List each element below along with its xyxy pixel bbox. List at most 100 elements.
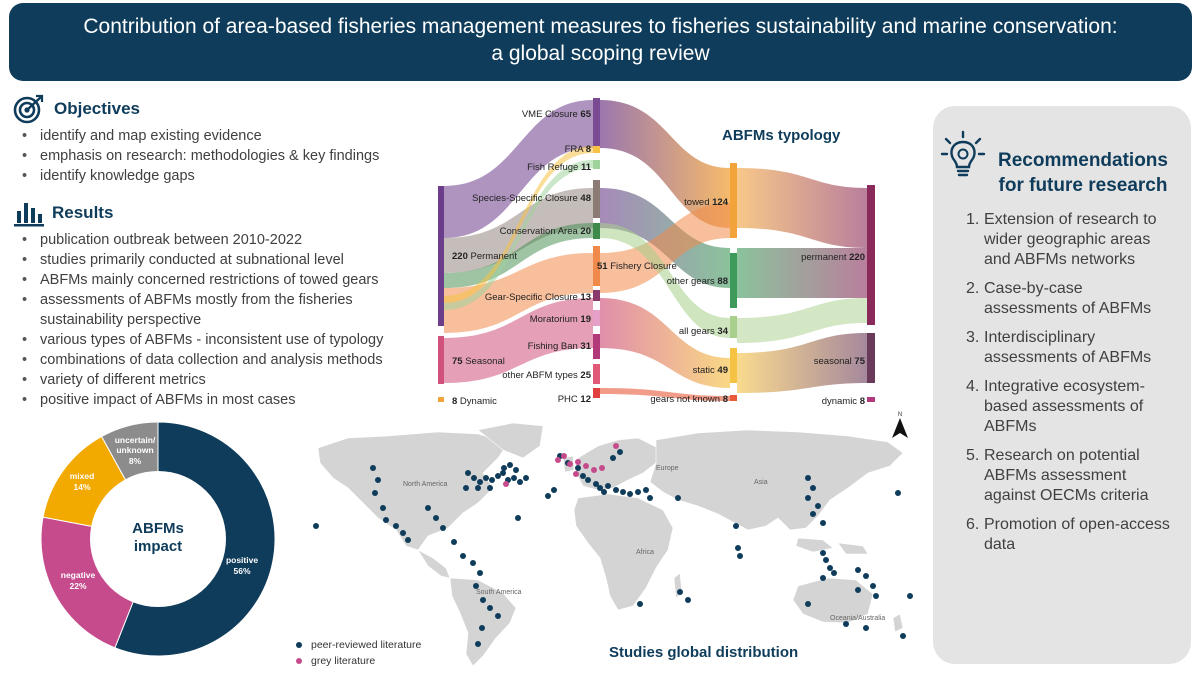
map-legend: peer-reviewed literature grey literature xyxy=(296,637,421,669)
sankey-node-permanent: 220 Permanent xyxy=(452,251,517,262)
lightbulb-icon xyxy=(940,130,986,177)
recommendation-item: 6. Promotion of open-access data xyxy=(966,516,1170,553)
study-point-peer-reviewed xyxy=(495,473,501,479)
region-label-europe: Europe xyxy=(656,465,679,472)
study-point-peer-reviewed xyxy=(805,475,811,481)
study-point-peer-reviewed xyxy=(900,633,906,639)
study-point-peer-reviewed xyxy=(480,597,486,603)
typology-sankey: 220 Permanent 75 Seasonal 8 Dynamic VME … xyxy=(438,98,875,407)
sankey-node-moratorium: Moratorium 19 xyxy=(530,314,591,325)
study-point-peer-reviewed xyxy=(475,641,481,647)
sankey-node-seasonal-right: seasonal 75 xyxy=(814,356,866,367)
study-point-peer-reviewed xyxy=(470,560,476,566)
study-point-peer-reviewed xyxy=(545,493,551,499)
donut-label-unknown: unknown xyxy=(116,445,153,455)
study-point-peer-reviewed xyxy=(675,495,681,501)
study-point-peer-reviewed xyxy=(895,490,901,496)
study-point-peer-reviewed xyxy=(617,449,623,455)
study-point-peer-reviewed xyxy=(580,473,586,479)
region-label-north-america: North America xyxy=(403,481,447,488)
sankey-node-fishery-closure: 51 Fishery Closure xyxy=(597,261,677,272)
study-point-peer-reviewed xyxy=(400,530,406,536)
sankey-node-permanent-right: permanent 220 xyxy=(801,252,865,263)
legend-item-peer-reviewed: peer-reviewed literature xyxy=(296,637,421,653)
study-point-peer-reviewed xyxy=(477,570,483,576)
objective-item: emphasis on research: methodologies & ke… xyxy=(12,146,432,166)
objectives-list: identify and map existing evidence empha… xyxy=(12,126,432,186)
recommendations-title-line-2: for future research xyxy=(998,175,1168,196)
study-point-peer-reviewed xyxy=(627,491,633,497)
donut-label-negative: negative xyxy=(61,570,96,580)
study-point-peer-reviewed xyxy=(810,485,816,491)
study-point-peer-reviewed xyxy=(647,495,653,501)
recommendation-item: 2. Case-by-case assessments of ABFMs xyxy=(966,280,1152,317)
typology-title: ABFMs typology xyxy=(722,127,841,144)
sankey-node-all-gears: all gears 34 xyxy=(679,326,729,337)
study-point-peer-reviewed xyxy=(870,583,876,589)
study-point-peer-reviewed xyxy=(733,523,739,529)
study-point-grey xyxy=(567,461,573,467)
legend-item-grey: grey literature xyxy=(296,653,421,669)
sankey-node-species-specific-closure: Species-Specific Closure 48 xyxy=(472,193,591,204)
study-point-peer-reviewed xyxy=(440,525,446,531)
donut-label-uncertain: uncertain/ xyxy=(115,435,156,445)
target-icon xyxy=(13,94,44,124)
study-point-peer-reviewed xyxy=(831,570,837,576)
study-point-peer-reviewed xyxy=(823,557,829,563)
study-point-peer-reviewed xyxy=(593,481,599,487)
study-point-peer-reviewed xyxy=(473,583,479,589)
sankey-node-static: static 49 xyxy=(693,365,728,376)
study-point-grey xyxy=(599,465,605,471)
region-label-oceania: Oceania/Australia xyxy=(830,615,885,622)
study-point-peer-reviewed xyxy=(843,621,849,627)
study-point-peer-reviewed xyxy=(477,479,483,485)
study-point-peer-reviewed xyxy=(810,511,816,517)
study-point-peer-reviewed xyxy=(507,462,513,468)
study-point-grey xyxy=(583,463,589,469)
sankey-node-vme-closure: VME Closure 65 xyxy=(522,109,592,120)
study-point-peer-reviewed xyxy=(463,485,469,491)
study-point-peer-reviewed xyxy=(685,597,691,603)
sankey-node-other-gears: other gears 88 xyxy=(667,276,728,287)
recommendations-title: Recommendations for future research xyxy=(988,148,1178,198)
study-point-peer-reviewed xyxy=(863,573,869,579)
donut-pct-uncertain: 8% xyxy=(129,456,142,466)
legend-label-grey: grey literature xyxy=(311,655,376,667)
study-point-peer-reviewed xyxy=(517,479,523,485)
study-point-peer-reviewed xyxy=(313,523,319,529)
sankey-node-phc: PHC 12 xyxy=(558,394,591,405)
study-point-grey xyxy=(503,481,509,487)
donut-label-positive: positive xyxy=(226,555,258,565)
study-point-peer-reviewed xyxy=(575,465,581,471)
study-point-peer-reviewed xyxy=(433,515,439,521)
study-point-peer-reviewed xyxy=(405,537,411,543)
impact-donut-chart: ABFMs impact positive 56% negative 22% m… xyxy=(40,421,276,657)
study-point-peer-reviewed xyxy=(610,455,616,461)
recommendation-item: 1. Extension of research to wider geograp… xyxy=(966,211,1157,268)
objectives-heading: Objectives xyxy=(54,99,140,118)
study-point-peer-reviewed xyxy=(380,505,386,511)
study-point-peer-reviewed xyxy=(805,601,811,607)
study-point-peer-reviewed xyxy=(585,477,591,483)
study-point-peer-reviewed xyxy=(475,485,481,491)
study-point-peer-reviewed xyxy=(483,475,489,481)
study-point-peer-reviewed xyxy=(487,605,493,611)
world-map: North America Europe Asia Africa South A… xyxy=(313,422,913,667)
sankey-node-seasonal: 75 Seasonal xyxy=(452,356,505,367)
sankey-node-gears-not-known: gears not known 8 xyxy=(650,394,728,405)
study-point-peer-reviewed xyxy=(907,593,913,599)
legend-dot-peer-reviewed xyxy=(296,642,302,649)
study-point-grey xyxy=(555,457,561,463)
study-point-peer-reviewed xyxy=(383,517,389,523)
region-label-asia: Asia xyxy=(754,479,768,486)
recommendations-title-line-1: Recommendations xyxy=(998,150,1168,171)
study-point-peer-reviewed xyxy=(737,553,743,559)
title-line-2: a global scoping review xyxy=(491,42,710,65)
study-point-peer-reviewed xyxy=(613,487,619,493)
study-point-peer-reviewed xyxy=(855,587,861,593)
region-label-africa: Africa xyxy=(636,549,654,556)
study-point-grey xyxy=(613,443,619,449)
study-point-peer-reviewed xyxy=(635,489,641,495)
recommendation-item: 4. Integrative ecosystem-based assessment… xyxy=(966,378,1145,435)
sankey-node-fishing-ban: Fishing Ban 31 xyxy=(528,341,592,352)
